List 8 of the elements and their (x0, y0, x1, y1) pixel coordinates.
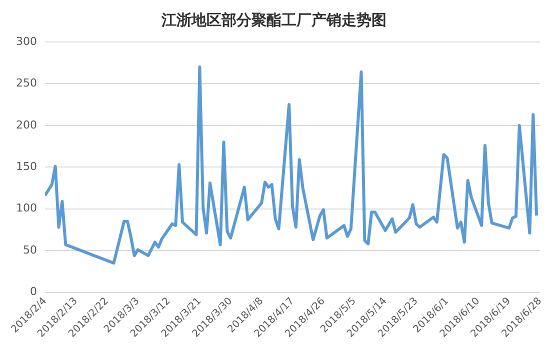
y-tick-label: 300 (16, 34, 37, 48)
y-tick-label: 50 (22, 243, 37, 256)
y-tick-label: 0 (30, 285, 37, 298)
chart-title: 江浙地区部分聚酯工厂产销走势图 (160, 10, 386, 29)
y-tick-label: 100 (16, 202, 37, 215)
y-tick-label: 250 (16, 76, 37, 90)
y-tick-label: 200 (16, 118, 37, 132)
y-tick-label: 150 (16, 160, 37, 173)
